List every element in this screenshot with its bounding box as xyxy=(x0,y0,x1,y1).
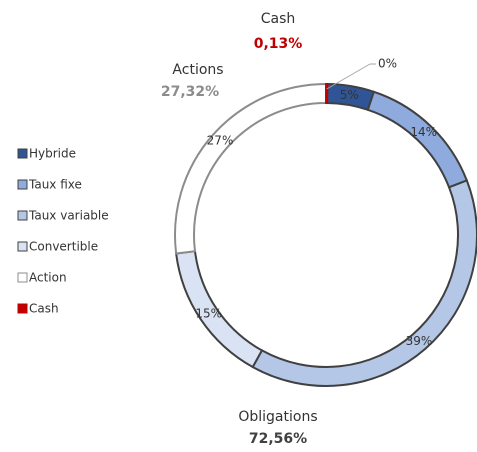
group-share: 27,32% xyxy=(161,84,219,100)
legend-swatch xyxy=(17,148,28,159)
legend-label: Taux fixe xyxy=(28,178,82,192)
data-label: 27% xyxy=(207,134,234,148)
slice xyxy=(366,90,469,189)
legend-label: Cash xyxy=(29,302,59,316)
group-share: 72,56% xyxy=(249,431,307,447)
leader-line xyxy=(326,63,371,90)
legend-label: Convertible xyxy=(29,240,98,254)
slice xyxy=(174,82,328,255)
data-label: 39% xyxy=(406,334,433,348)
group-share: 0,13% xyxy=(254,36,303,52)
legend-label: Hybride xyxy=(29,147,76,161)
data-label: 5% xyxy=(340,88,359,102)
legend-label: Taux variable xyxy=(28,209,109,223)
group-name: Cash xyxy=(261,11,296,27)
group-name: Obligations xyxy=(238,409,317,425)
legend-swatch xyxy=(17,179,28,190)
data-label: 15% xyxy=(195,307,222,321)
legend-label: Action xyxy=(29,271,67,285)
group-name: Actions xyxy=(172,62,223,78)
legend-swatch xyxy=(17,210,28,221)
legend-swatch xyxy=(17,272,28,283)
legend-swatch xyxy=(17,241,28,252)
slice xyxy=(251,179,477,387)
data-label: 0% xyxy=(378,57,397,71)
data-label: 14% xyxy=(410,125,437,139)
slice xyxy=(325,82,329,105)
legend-swatch xyxy=(17,303,28,314)
